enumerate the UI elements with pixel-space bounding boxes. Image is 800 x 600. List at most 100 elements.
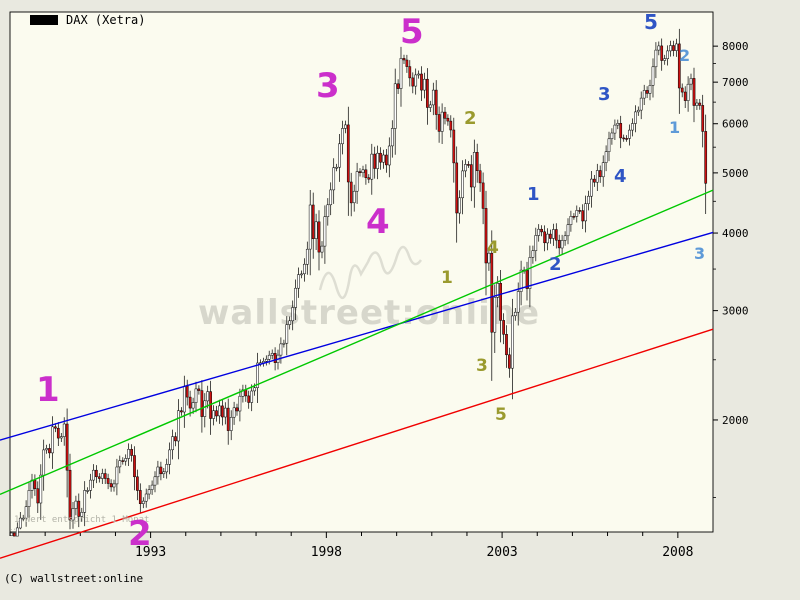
candle-up (42, 449, 46, 476)
candle-up (335, 166, 338, 169)
candle-down (235, 407, 239, 412)
candle-down (65, 423, 69, 471)
candle-up (651, 66, 655, 86)
candle-up (513, 311, 517, 317)
candle-up (83, 490, 87, 513)
candle-down (502, 320, 505, 335)
candle-up (279, 343, 283, 356)
candle-down (103, 473, 107, 479)
candle-up (156, 466, 160, 478)
candle-down (557, 239, 561, 249)
wave-label-olive-5: 5 (495, 405, 507, 425)
candle-down (469, 164, 473, 188)
candle-down (185, 385, 189, 398)
candle-down (540, 228, 543, 233)
candle-down (525, 270, 529, 289)
candle-up (338, 143, 341, 168)
candle-down (677, 43, 681, 89)
candle-up (223, 407, 227, 418)
candle-up (127, 449, 130, 459)
candle-up (370, 153, 374, 180)
watermark-logo (318, 245, 423, 299)
candle-down (598, 170, 602, 177)
candle-up (604, 151, 608, 163)
candle-up (584, 203, 587, 222)
candle-up (62, 423, 66, 437)
candle-down (364, 169, 368, 178)
candle-up (654, 49, 658, 68)
wave-label-magenta-3: 3 (316, 66, 340, 106)
candle-down (475, 152, 479, 171)
candle-up (590, 178, 593, 197)
wave-label-magenta-1: 1 (36, 370, 60, 410)
y-tick-label: 4000 (722, 227, 749, 240)
candle-down (346, 124, 350, 183)
wave-label-blue-5: 5 (644, 10, 658, 34)
candle-up (144, 493, 148, 502)
candle-down (408, 66, 412, 79)
candle-up (344, 124, 347, 129)
candle-down (572, 216, 576, 218)
candle-down (106, 478, 110, 484)
y-tick-label: 7000 (722, 76, 749, 89)
candle-up (18, 517, 22, 529)
wave-label-olive-1: 1 (441, 268, 453, 288)
candle-down (619, 123, 623, 139)
candle-up (74, 500, 78, 509)
candle-up (264, 358, 268, 362)
candle-down (683, 91, 687, 101)
candle-up (177, 410, 180, 442)
candle-up (639, 97, 643, 111)
candle-up (390, 128, 394, 147)
interval-note: 1 Wert entspricht 1 Monat (14, 515, 150, 525)
candle-down (54, 426, 57, 429)
candle-down (645, 90, 649, 94)
wave-label-lightblue-1: 1 (669, 118, 681, 137)
candle-down (467, 164, 470, 166)
candle-up (613, 124, 617, 134)
candle-down (95, 469, 98, 478)
candle-down (581, 210, 585, 222)
candle-up (534, 235, 538, 251)
candle-down (490, 252, 494, 333)
wave-label-magenta-5: 5 (400, 12, 424, 52)
candle-down (221, 405, 224, 418)
candle-down (68, 469, 72, 521)
candle-down (452, 129, 456, 164)
candle-up (229, 417, 233, 431)
candle-up (288, 320, 292, 325)
candle-down (505, 334, 508, 356)
wave-label-olive-2: 2 (464, 108, 477, 129)
candle-up (458, 197, 461, 214)
candle-down (704, 131, 708, 184)
candle-up (59, 436, 63, 439)
candle-up (461, 170, 464, 199)
candle-up (601, 162, 605, 178)
candle-down (138, 490, 142, 504)
candle-down (481, 182, 485, 209)
candle-down (273, 353, 277, 363)
candle-up (232, 407, 236, 418)
candle-up (595, 170, 599, 183)
candle-down (48, 448, 51, 454)
candle-up (285, 324, 289, 344)
candle-up (657, 45, 661, 51)
candle-up (282, 342, 286, 345)
wave-label-blue-1: 1 (527, 184, 540, 205)
candle-up (399, 58, 403, 89)
candle-up (634, 111, 637, 124)
candle-up (666, 50, 669, 59)
candle-up (428, 104, 432, 108)
candle-up (305, 248, 309, 265)
candle-up (297, 274, 300, 289)
candle-up (250, 390, 254, 403)
x-tick-label: 1998 (311, 545, 342, 560)
candle-up (361, 169, 365, 173)
candle-down (622, 137, 626, 140)
candle-up (92, 469, 95, 481)
candle-down (455, 162, 459, 214)
wave-label-blue-4: 4 (614, 166, 627, 187)
candle-up (294, 287, 297, 308)
wave-label-lightblue-2: 2 (679, 46, 691, 65)
candle-up (376, 152, 379, 169)
